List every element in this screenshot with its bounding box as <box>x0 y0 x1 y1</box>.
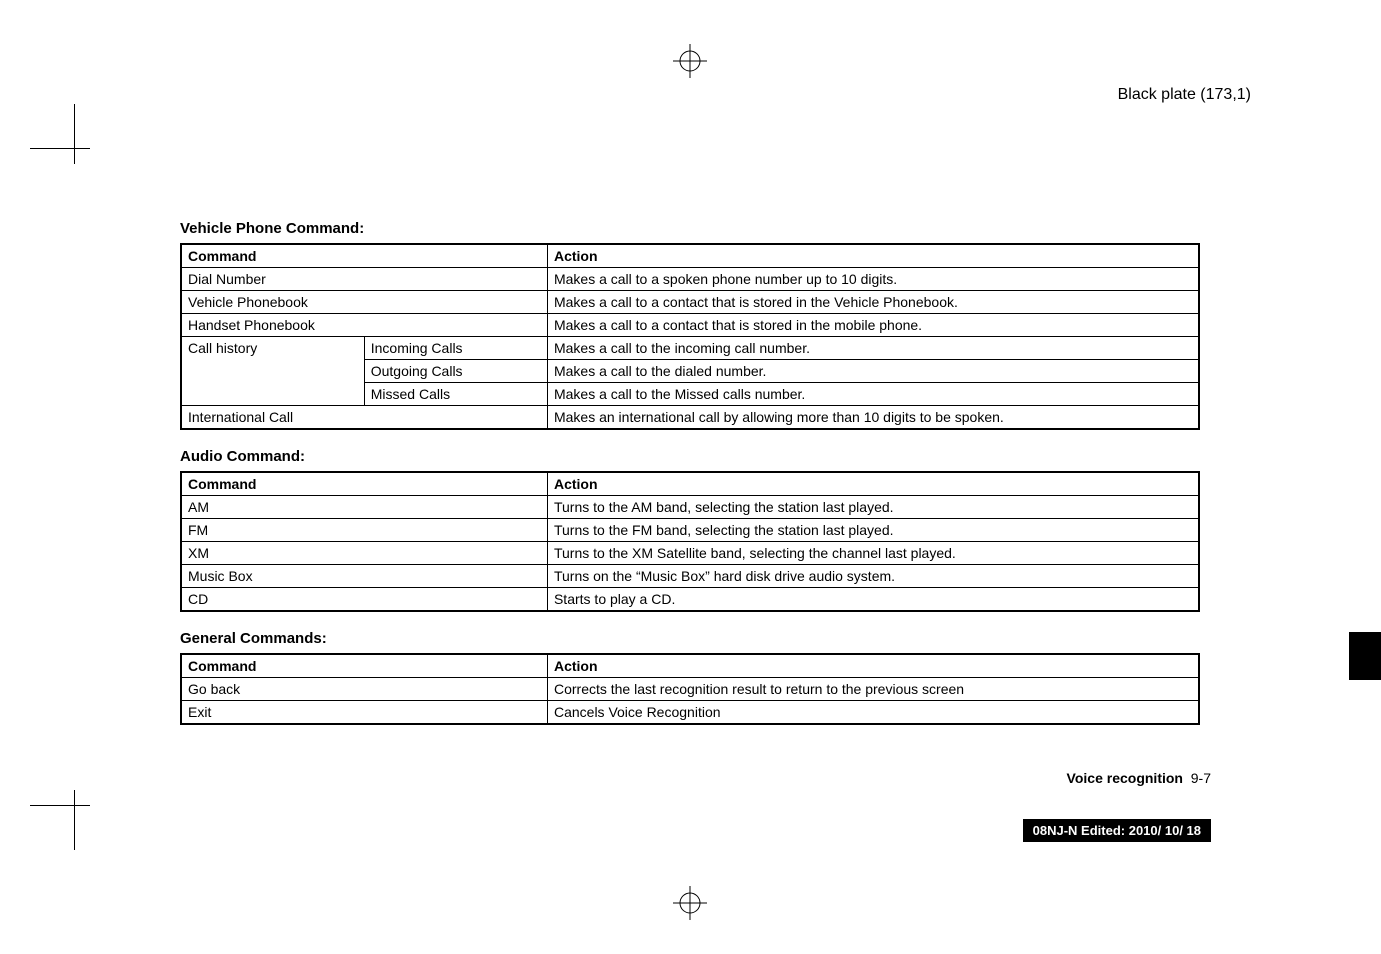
cell-command: Handset Phonebook <box>181 314 547 337</box>
cell-action: Makes a call to the incoming call number… <box>547 337 1199 360</box>
col-header-command: Command <box>181 472 547 496</box>
audio-section-title: Audio Command: <box>180 448 1200 465</box>
cell-command: CD <box>181 588 547 612</box>
cell-command: Go back <box>181 678 547 701</box>
vehicle-command-table: Command Action Dial Number Makes a call … <box>180 243 1200 430</box>
cell-action: Makes an international call by allowing … <box>547 406 1199 430</box>
cell-action: Makes a call to a contact that is stored… <box>547 291 1199 314</box>
general-section-title: General Commands: <box>180 630 1200 647</box>
cell-action: Starts to play a CD. <box>547 588 1199 612</box>
table-row: International Call Makes an internationa… <box>181 406 1199 430</box>
col-header-action: Action <box>547 244 1199 268</box>
cell-command: Exit <box>181 701 547 725</box>
cell-command: FM <box>181 519 547 542</box>
table-row: Handset Phonebook Makes a call to a cont… <box>181 314 1199 337</box>
col-header-action: Action <box>547 472 1199 496</box>
cell-action: Corrects the last recognition result to … <box>547 678 1199 701</box>
cell-command: Call history <box>181 337 364 406</box>
col-header-command: Command <box>181 654 547 678</box>
cell-action: Turns to the FM band, selecting the stat… <box>547 519 1199 542</box>
cell-command: Dial Number <box>181 268 547 291</box>
cell-command: Vehicle Phonebook <box>181 291 547 314</box>
crop-mark-tl-v <box>74 104 75 164</box>
col-header-action: Action <box>547 654 1199 678</box>
footer-page-number: 9-7 <box>1191 770 1211 786</box>
table-row: Vehicle Phonebook Makes a call to a cont… <box>181 291 1199 314</box>
cell-command: XM <box>181 542 547 565</box>
table-row: Music BoxTurns on the “Music Box” hard d… <box>181 565 1199 588</box>
edit-stamp: 08NJ-N Edited: 2010/ 10/ 18 <box>1023 819 1211 842</box>
table-row: Go backCorrects the last recognition res… <box>181 678 1199 701</box>
table-header-row: Command Action <box>181 472 1199 496</box>
page-footer: Voice recognition 9-7 <box>1067 770 1211 786</box>
cell-action: Turns to the XM Satellite band, selectin… <box>547 542 1199 565</box>
cell-subcommand: Missed Calls <box>364 383 547 406</box>
cell-subcommand: Outgoing Calls <box>364 360 547 383</box>
cell-action: Turns on the “Music Box” hard disk drive… <box>547 565 1199 588</box>
table-row: XMTurns to the XM Satellite band, select… <box>181 542 1199 565</box>
cell-command: International Call <box>181 406 547 430</box>
table-row: AMTurns to the AM band, selecting the st… <box>181 496 1199 519</box>
cell-action: Cancels Voice Recognition <box>547 701 1199 725</box>
table-row: CDStarts to play a CD. <box>181 588 1199 612</box>
section-tab <box>1349 632 1381 680</box>
crop-mark-tl-h <box>30 148 90 149</box>
cell-action: Makes a call to the dialed number. <box>547 360 1199 383</box>
cell-action: Makes a call to a spoken phone number up… <box>547 268 1199 291</box>
audio-command-table: Command Action AMTurns to the AM band, s… <box>180 471 1200 612</box>
col-header-command: Command <box>181 244 547 268</box>
table-row: FMTurns to the FM band, selecting the st… <box>181 519 1199 542</box>
cell-command: Music Box <box>181 565 547 588</box>
registration-mark-top <box>673 44 707 78</box>
page-content: Vehicle Phone Command: Command Action Di… <box>180 220 1200 743</box>
table-row: Dial Number Makes a call to a spoken pho… <box>181 268 1199 291</box>
table-row: Call history Incoming Calls Makes a call… <box>181 337 1199 360</box>
vehicle-section-title: Vehicle Phone Command: <box>180 220 1200 237</box>
registration-mark-bottom <box>673 886 707 920</box>
table-header-row: Command Action <box>181 654 1199 678</box>
crop-mark-bl-v <box>74 790 75 850</box>
cell-command: AM <box>181 496 547 519</box>
general-command-table: Command Action Go backCorrects the last … <box>180 653 1200 725</box>
cell-subcommand: Incoming Calls <box>364 337 547 360</box>
footer-section: Voice recognition <box>1067 770 1183 786</box>
table-row: ExitCancels Voice Recognition <box>181 701 1199 725</box>
crop-mark-bl-h <box>30 805 90 806</box>
plate-label: Black plate (173,1) <box>1118 86 1251 104</box>
table-header-row: Command Action <box>181 244 1199 268</box>
cell-action: Turns to the AM band, selecting the stat… <box>547 496 1199 519</box>
cell-action: Makes a call to the Missed calls number. <box>547 383 1199 406</box>
cell-action: Makes a call to a contact that is stored… <box>547 314 1199 337</box>
